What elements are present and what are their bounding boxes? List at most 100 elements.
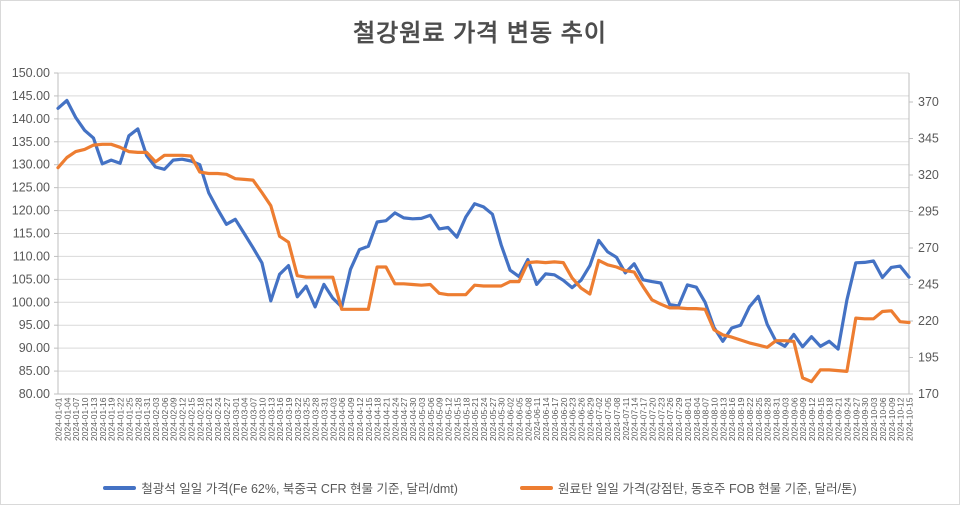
left-axis-label: 120.00: [12, 204, 50, 218]
x-axis-label: 2024-09-30: [860, 397, 870, 441]
x-axis-label: 2024-04-30: [408, 397, 418, 441]
x-axis-label: 2024-01-22: [116, 397, 126, 441]
x-axis-label: 2024-01-19: [107, 397, 117, 441]
x-axis-label: 2024-03-19: [284, 397, 294, 441]
x-axis-label: 2024-08-04: [692, 397, 702, 441]
chart-title: 철강원료 가격 변동 추이: [353, 20, 607, 47]
coking-coal-legend-label: 원료탄 일일 가격(강점탄, 동호주 FOB 현물 기준, 달러/톤): [557, 482, 857, 496]
x-axis-label: 2024-02-21: [204, 397, 214, 441]
x-axis-label: 2024-08-22: [745, 397, 755, 441]
left-axis-label: 85.00: [19, 364, 50, 378]
x-axis-label: 2024-10-15: [905, 397, 915, 441]
x-axis-label: 2024-02-18: [195, 397, 205, 441]
x-axis-label: 2024-06-05: [514, 397, 524, 441]
x-axis-label: 2024-05-09: [435, 397, 445, 441]
left-axis-label: 150.00: [12, 66, 50, 80]
x-axis-label: 2024-03-10: [257, 397, 267, 441]
x-axis-label: 2024-03-28: [311, 397, 321, 441]
x-axis-label: 2024-03-22: [293, 397, 303, 441]
x-axis-label: 2024-05-30: [497, 397, 507, 441]
right-axis-label: 220: [918, 314, 939, 328]
x-axis-label: 2024-03-13: [266, 397, 276, 441]
right-axis-label: 370: [918, 95, 939, 109]
x-axis-label: 2024-05-21: [470, 397, 480, 441]
legend: 철광석 일일 가격(Fe 62%, 북중국 CFR 현물 기준, 달러/dmt)…: [1, 478, 959, 497]
x-axis-label: 2024-06-17: [550, 397, 560, 441]
x-axis-label: 2024-05-06: [426, 397, 436, 441]
left-axis-label: 105.00: [12, 272, 50, 286]
x-axis-label: 2024-09-12: [807, 397, 817, 441]
coking-coal-line: [56, 142, 911, 384]
left-axis-label: 90.00: [19, 341, 50, 355]
x-axis-label: 2024-02-03: [151, 397, 161, 441]
x-axis-label: 2024-01-07: [71, 397, 81, 441]
x-axis-label: 2024-03-16: [275, 397, 285, 441]
x-axis-label: 2024-10-06: [878, 397, 888, 441]
x-axis-label: 2024-08-25: [754, 397, 764, 441]
x-axis-label: 2024-05-27: [488, 397, 498, 441]
x-axis-label: 2024-04-03: [328, 397, 338, 441]
x-axis-label: 2024-08-01: [683, 397, 693, 441]
right-axis-label: 195: [918, 351, 939, 365]
x-axis-label: 2024-02-06: [160, 397, 170, 441]
x-axis-label: 2024-04-12: [355, 397, 365, 441]
x-axis-label: 2024-04-06: [337, 397, 347, 441]
x-axis-label: 2024-06-29: [585, 397, 595, 441]
x-axis-label: 2024-01-13: [89, 397, 99, 441]
x-axis-label: 2024-01-25: [124, 397, 134, 441]
x-axis-label: 2024-08-16: [727, 397, 737, 441]
x-axis-label: 2024-07-17: [639, 397, 649, 441]
x-axis-label: 2024-05-03: [417, 397, 427, 441]
x-axis-label: 2024-09-27: [851, 397, 861, 441]
x-axis-label: 2024-03-04: [240, 397, 250, 441]
x-axis-label: 2024-02-09: [169, 397, 179, 441]
x-axis-label: 2024-09-21: [834, 397, 844, 441]
left-axis-label: 110.00: [13, 249, 50, 263]
x-axis-label: 2024-06-11: [532, 397, 542, 440]
left-axis-label: 135.00: [12, 135, 50, 149]
iron-ore-line: [56, 98, 911, 351]
iron-ore-legend-marker-icon: [103, 485, 137, 490]
x-axis-label: 2024-07-23: [656, 397, 666, 441]
x-axis-label: 2024-01-28: [133, 397, 143, 441]
x-axis-label: 2024-10-12: [896, 397, 906, 441]
x-axis-label: 2024-01-10: [80, 397, 90, 441]
x-axis-label: 2024-03-25: [302, 397, 312, 441]
x-axis-label: 2024-08-13: [718, 397, 728, 441]
x-axis-label: 2024-09-03: [780, 397, 790, 441]
x-axis-label: 2024-04-09: [346, 397, 356, 441]
legend-item-coking-coal: 원료탄 일일 가격(강점탄, 동호주 FOB 현물 기준, 달러/톤): [519, 478, 857, 497]
x-axis-label: 2024-06-14: [541, 397, 551, 441]
x-axis-label: 2024-05-24: [479, 397, 489, 441]
x-axis-label: 2024-09-15: [816, 397, 826, 441]
x-axis-label: 2024-02-15: [186, 397, 196, 441]
x-axis-label: 2024-10-03: [869, 397, 879, 441]
x-axis-label: 2024-07-29: [674, 397, 684, 441]
x-axis-label: 2024-08-28: [763, 397, 773, 441]
x-axis-label: 2024-04-21: [381, 397, 391, 441]
legend-item-iron-ore: 철광석 일일 가격(Fe 62%, 북중국 CFR 현물 기준, 달러/dmt): [103, 478, 458, 497]
x-axis-label: 2024-06-08: [523, 397, 533, 441]
right-axis-label: 345: [918, 132, 939, 146]
x-axis-label: 2024-01-31: [142, 397, 152, 441]
right-axis-label: 245: [918, 278, 939, 292]
right-axis-label: 320: [918, 168, 939, 182]
x-axis-label: 2024-08-10: [709, 397, 719, 441]
x-axis-label: 2024-04-24: [390, 397, 400, 441]
x-axis-label: 2024-06-23: [568, 397, 578, 441]
x-axis-label: 2024-01-16: [98, 397, 108, 441]
x-axis-label: 2024-02-12: [178, 397, 188, 441]
left-axis-label: 130.00: [12, 158, 50, 172]
x-axis-label: 2024-08-07: [701, 397, 711, 441]
x-axis-label: 2024-06-20: [559, 397, 569, 441]
x-axis-label: 2024-07-08: [612, 397, 622, 441]
right-axis-label: 270: [918, 241, 939, 255]
x-axis-label: 2024-01-01: [54, 397, 64, 441]
left-axis-label: 115.00: [13, 227, 50, 241]
x-axis-label: 2024-03-07: [249, 397, 259, 441]
x-axis-label: 2024-09-24: [842, 397, 852, 441]
x-axis-label: 2024-09-09: [798, 397, 808, 441]
x-axis-label: 2024-09-18: [825, 397, 835, 441]
